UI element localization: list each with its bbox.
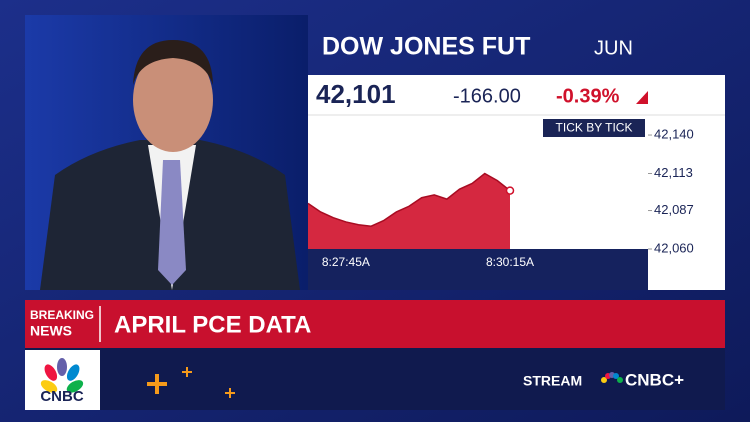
chart-label: TICK BY TICK: [556, 121, 633, 135]
area-line: [307, 172, 511, 227]
last-point: [505, 186, 515, 195]
anchor-figure: [40, 40, 300, 290]
area-fill: [308, 173, 510, 249]
chart: 42,140 42,113 42,087 42,060 8:27:45A 8:30:15A: [307, 126, 694, 269]
brand: CNBC+: [625, 370, 684, 389]
y-tick-label: 42,140: [654, 126, 694, 141]
banner-tag: NEWS: [30, 323, 72, 339]
logo-text: CNBC: [40, 388, 83, 405]
y-tick-label: 42,113: [654, 165, 693, 180]
ticker-title: DOW JONES FUT: [322, 33, 530, 61]
x-tick-label: 8:30:15A: [486, 255, 534, 269]
banner: [25, 300, 725, 348]
stream-label: STREAM: [523, 373, 582, 389]
peacock-small: [601, 372, 623, 383]
time-band: [308, 249, 648, 290]
label-box: [543, 119, 645, 137]
contract-month: JUN: [594, 37, 633, 59]
percent-change: -0.39%: [556, 85, 620, 107]
x-tick-label: 8:27:45A: [322, 255, 370, 269]
y-tick-label: 42,087: [654, 202, 694, 217]
footer: [25, 348, 725, 410]
peacock-icon: [40, 358, 84, 393]
headline: APRIL PCE DATA: [114, 311, 311, 338]
price: 42,101: [316, 79, 396, 109]
banner-tag: BREAKING: [30, 308, 94, 322]
change: -166.00: [453, 85, 521, 107]
decoration: [147, 367, 235, 398]
y-tick-label: 42,060: [654, 240, 694, 255]
down-indicator: [636, 91, 648, 104]
